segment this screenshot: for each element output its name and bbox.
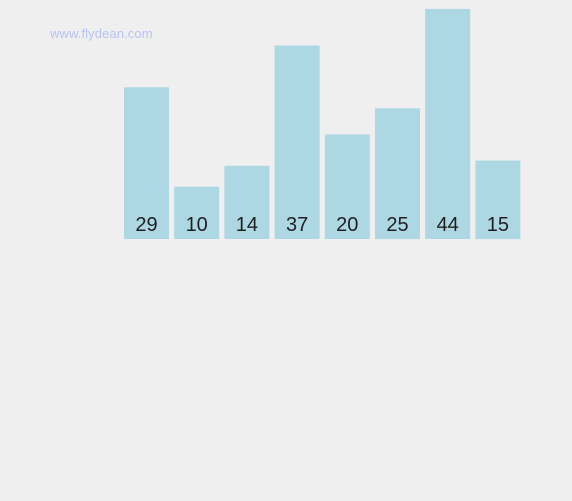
watermark-text: www.flydean.com (50, 26, 153, 41)
bar-2 (224, 165, 270, 239)
bar-5 (375, 108, 420, 240)
bar-label-0: 29 (135, 214, 157, 236)
bar-6 (425, 8, 471, 240)
bar-label-1: 10 (186, 214, 208, 236)
bar-0 (124, 87, 169, 239)
bars-group: 29 10 14 37 20 25 44 15 (124, 8, 521, 240)
bar-label-6: 44 (437, 214, 459, 236)
bar-3 (274, 45, 320, 239)
bar-label-5: 25 (386, 214, 408, 236)
bar-label-2: 14 (236, 214, 258, 236)
bar-label-7: 15 (487, 214, 509, 236)
bar-label-3: 37 (286, 214, 308, 236)
bar-7 (475, 160, 521, 240)
bar-1 (174, 186, 220, 239)
bar-4 (324, 134, 370, 239)
bar-label-4: 20 (336, 214, 358, 236)
